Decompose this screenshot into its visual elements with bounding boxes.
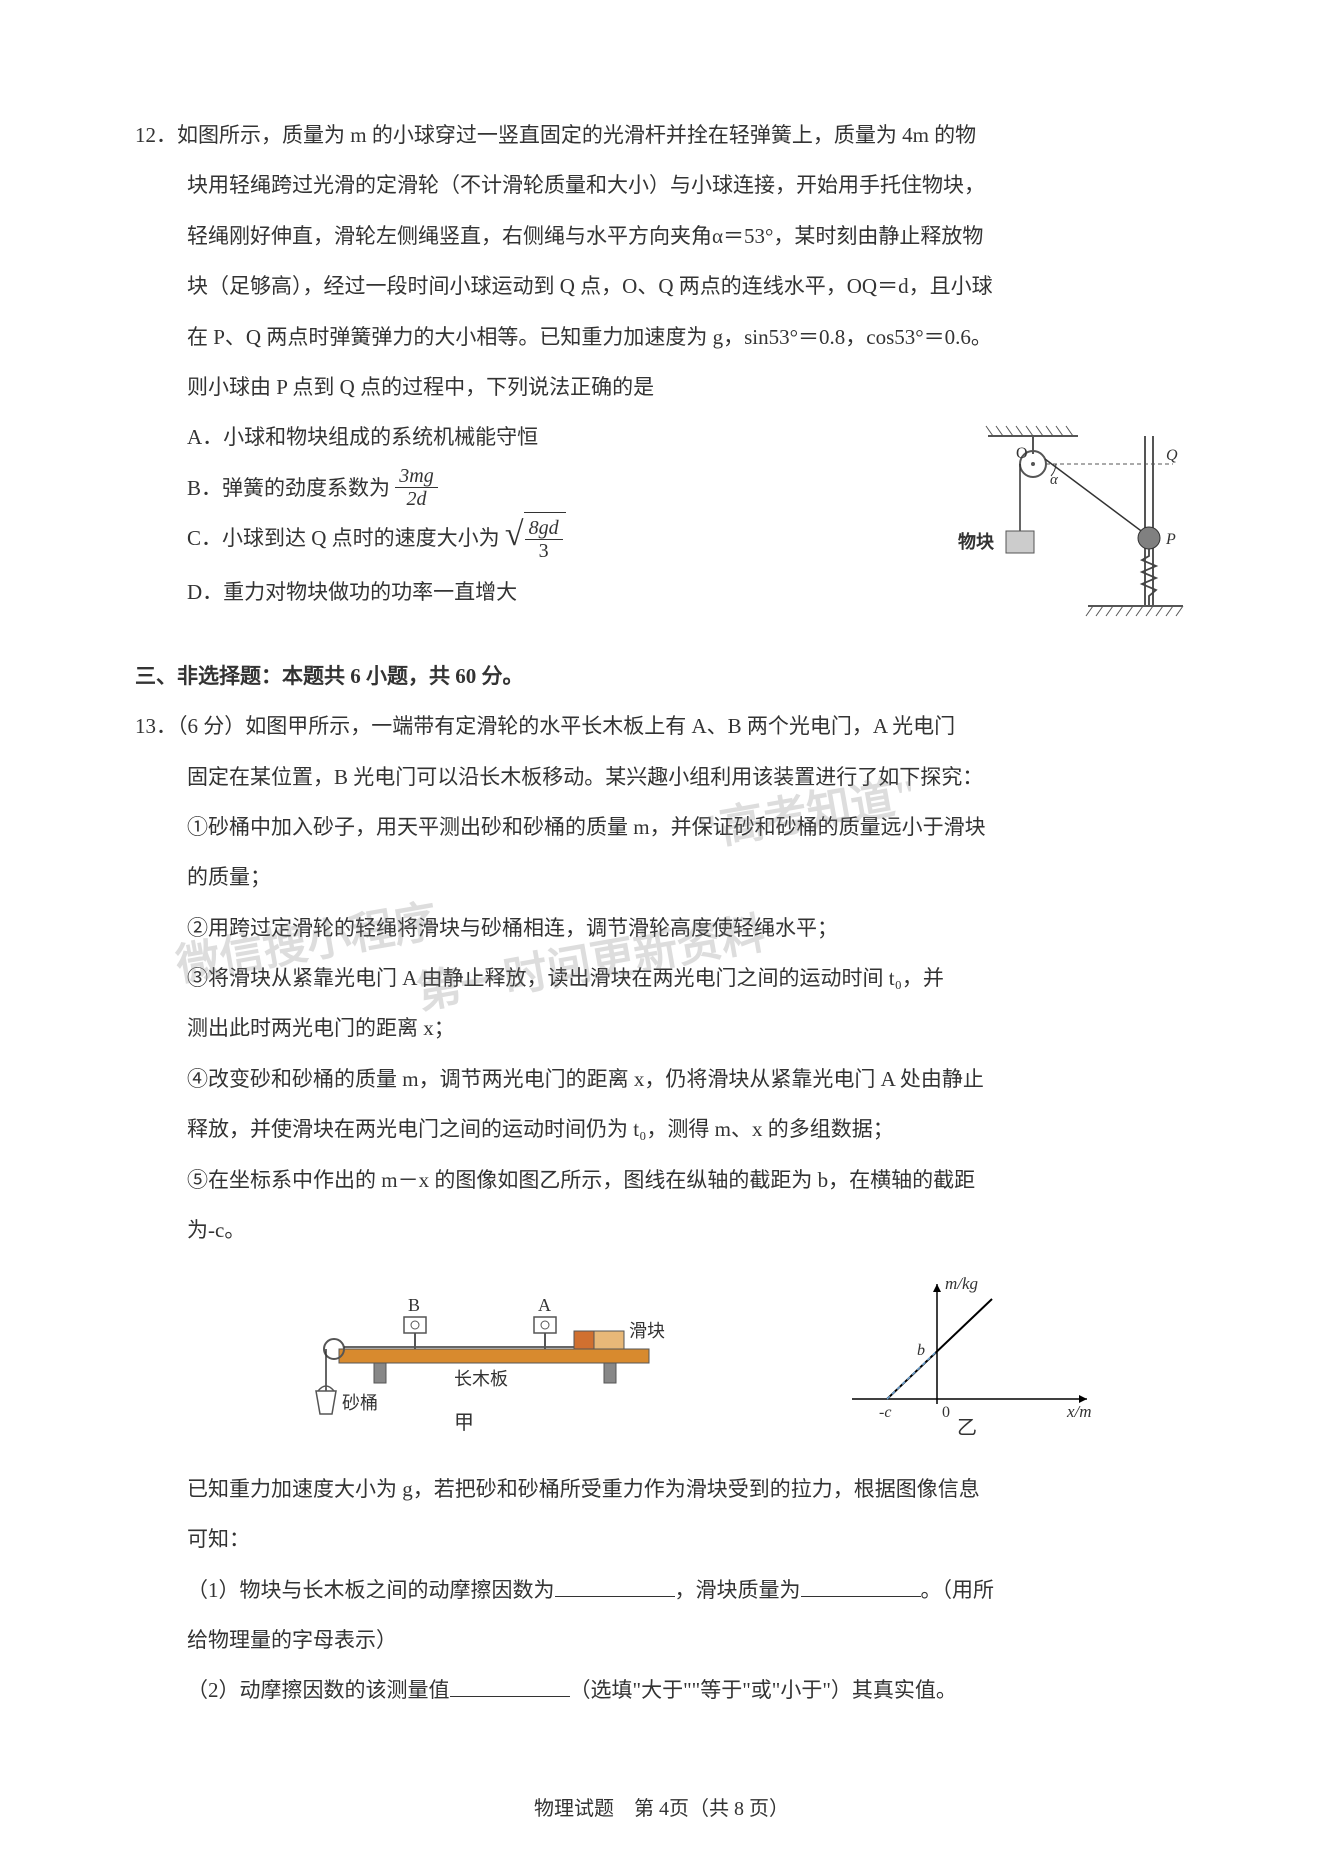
q12-l5: 在 P、Q 两点时弹簧弹力的大小相等。已知重力加速度为 g，sin53°＝0.8… xyxy=(135,312,1188,362)
section3-title: 三、非选择题：本题共 6 小题，共 60 分。 xyxy=(135,651,1188,701)
q13-sub1: （1）物块与长木板之间的动摩擦因数为 ，滑块质量为 。（用所 xyxy=(135,1565,1188,1615)
q13-sub1b: 给物理量的字母表示） xyxy=(135,1615,1188,1665)
q12-fracB-num: 3mg xyxy=(399,465,433,487)
q12-l1: 如图所示，质量为 m 的小球穿过一竖直固定的光滑杆并拴在轻弹簧上，质量为 4m … xyxy=(177,123,976,147)
q12-optB-fraction: 3mg 2d xyxy=(395,465,437,510)
q12-l2: 块用轻绳跨过光滑的定滑轮（不计滑轮质量和大小）与小球连接，开始用手托住物块， xyxy=(135,160,1188,210)
q13-known2: 可知： xyxy=(135,1514,1188,1564)
q13-sub1-mid: ，滑块质量为 xyxy=(675,1578,801,1602)
page-footer: 物理试题 第 4页（共 8 页） xyxy=(0,1792,1323,1821)
q13-sub2-end: （选填"大于""等于"或"小于"）其真实值。 xyxy=(570,1678,957,1702)
q13-l1: 如图甲所示，一端带有定滑轮的水平长木板上有 A、B 两个光电门，A 光电门 xyxy=(245,714,955,738)
q12-optC-sqrt: √ 8gd 3 xyxy=(505,512,566,565)
q13-sub2: （2）动摩擦因数的该测量值 （选填"大于""等于"或"小于"）其真实值。 xyxy=(135,1665,1188,1715)
q12-fracC-num: 8gd xyxy=(529,517,559,539)
q12-diagram-P: P xyxy=(1165,531,1176,548)
blank-3 xyxy=(450,1676,570,1697)
q13-step4a: ④改变砂和砂桶的质量 m，调节两光电门的距离 x，仍将滑块从紧靠光电门 A 处由… xyxy=(135,1054,1188,1104)
q13-sub1-end: 。（用所 xyxy=(921,1578,995,1602)
q13-step5a: ⑤在坐标系中作出的 m－x 的图像如图乙所示，图线在纵轴的截距为 b，在横轴的截… xyxy=(135,1155,1188,1205)
q12-fracB-den: 2d xyxy=(406,488,426,510)
q13-step1b: 的质量； xyxy=(135,852,1188,902)
q13-diagram-yi: m/kg x/m 0 -c b 乙 xyxy=(817,1269,1117,1457)
q13-sub1-pre: （1）物块与长木板之间的动摩擦因数为 xyxy=(187,1578,555,1602)
q13-jia-caption: 甲 xyxy=(454,1412,474,1434)
q13-jia-block: 滑块 xyxy=(629,1321,665,1341)
q12-optB-pre: B．弹簧的劲度系数为 xyxy=(187,476,390,500)
q13-sub2-pre: （2）动摩擦因数的该测量值 xyxy=(187,1678,450,1702)
q12-l6: 则小球由 P 点到 Q 点的过程中，下列说法正确的是 xyxy=(135,362,1188,412)
q12-optC-pre: C．小球到达 Q 点时的速度大小为 xyxy=(187,526,500,550)
q13-step5b: 为-c。 xyxy=(135,1205,1188,1255)
q13-jia-bucket: 砂桶 xyxy=(342,1393,378,1413)
q13-yi-negc: -c xyxy=(879,1404,891,1421)
q13-known1: 已知重力加速度大小为 g，若把砂和砂桶所受重力作为滑块受到的拉力，根据图像信息 xyxy=(135,1464,1188,1514)
q13-yi-xaxis: x/m xyxy=(1066,1402,1092,1421)
q12-diagram-O: O xyxy=(1016,445,1028,462)
q13-step2: ②用跨过定滑轮的轻绳将滑块与砂桶相连，调节滑轮高度使轻绳水平； xyxy=(135,903,1188,953)
q13-jia-board: 长木板 xyxy=(454,1369,508,1389)
q13-step1a: ①砂桶中加入砂子，用天平测出砂和砂桶的质量 m，并保证砂和砂桶的质量远小于滑块 xyxy=(135,802,1188,852)
q13-jia-B: B xyxy=(408,1295,420,1315)
q13-score: （6 分） xyxy=(177,714,245,738)
blank-2 xyxy=(801,1576,921,1597)
q13-jia-A: A xyxy=(538,1295,551,1315)
q12-number: 12． xyxy=(135,123,177,147)
q12-diagram-alpha: α xyxy=(1050,472,1059,488)
q13-yi-zero: 0 xyxy=(942,1404,950,1421)
q13-step4b: 释放，并使滑块在两光电门之间的运动时间仍为 t₀，测得 m、x 的多组数据； xyxy=(135,1104,1188,1154)
q13-l2: 固定在某位置，B 光电门可以沿长木板移动。某兴趣小组利用该装置进行了如下探究： xyxy=(135,752,1188,802)
q12-diagram-Q: Q xyxy=(1166,447,1178,464)
q12-l4: 块（足够高），经过一段时间小球运动到 Q 点，O、Q 两点的连线水平，OQ＝d，… xyxy=(135,261,1188,311)
q13-yi-b: b xyxy=(917,1342,925,1359)
q13-yi-yaxis: m/kg xyxy=(945,1274,978,1293)
q12-diagram-block-label: 物块 xyxy=(958,531,995,552)
q13-step3a: ③将滑块从紧靠光电门 A 由静止释放，读出滑块在两光电门之间的运动时间 t₀，并 xyxy=(135,953,1188,1003)
blank-1 xyxy=(555,1576,675,1597)
q13-number: 13． xyxy=(135,714,177,738)
q12-diagram: O 物块 Q α P xyxy=(938,416,1188,644)
q13-diagram-jia: 砂桶 B A xyxy=(254,1269,674,1457)
q13-yi-caption: 乙 xyxy=(957,1417,977,1439)
q13-step3b: 测出此时两光电门的距离 x； xyxy=(135,1003,1188,1053)
q12-fracC-den: 3 xyxy=(539,540,549,562)
q12-l3: 轻绳刚好伸直，滑轮左侧绳竖直，右侧绳与水平方向夹角α＝53°，某时刻由静止释放物 xyxy=(135,211,1188,261)
